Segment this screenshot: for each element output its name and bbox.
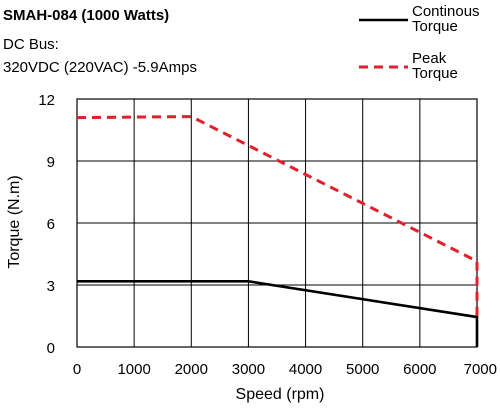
- series-line-peak-torque: [76, 115, 479, 318]
- chart-header-dc-bus: DC Bus:: [3, 36, 59, 53]
- chart-series: [76, 115, 479, 347]
- x-tick-label-3000: 3000: [232, 361, 265, 378]
- x-axis-label: Speed (rpm): [236, 386, 325, 403]
- x-tick-label-1000: 1000: [117, 361, 150, 378]
- legend-label-continous-torque-1: Torque: [412, 18, 458, 35]
- axis-ticks: 0 1000 2000 3000 4000 5000 6000 7000 0 3 6 9 12: [38, 92, 497, 378]
- x-tick-label-4000: 4000: [289, 361, 322, 378]
- y-tick-label-3: 3: [47, 278, 55, 295]
- y-axis-label: Torque (N.m): [6, 175, 23, 268]
- x-tick-label-7000: 7000: [464, 361, 497, 378]
- chart-grid: [76, 98, 478, 348]
- x-tick-label-0: 0: [73, 361, 81, 378]
- y-tick-label-6: 6: [47, 216, 55, 233]
- y-tick-label-12: 12: [38, 92, 55, 109]
- series-line-continous-torque: [77, 279, 479, 347]
- x-tick-label-2000: 2000: [175, 361, 208, 378]
- x-tick-label-6000: 6000: [403, 361, 436, 378]
- y-tick-label-9: 9: [47, 154, 55, 171]
- legend-label-continous-torque-0: Continous: [412, 3, 480, 20]
- plot-frame: [76, 98, 478, 348]
- y-tick-label-0: 0: [47, 340, 55, 357]
- x-tick-label-5000: 5000: [346, 361, 379, 378]
- legend-label-peak-torque-1: Torque: [412, 65, 458, 82]
- legend-label-peak-torque-0: Peak: [412, 50, 447, 67]
- chart-header-title: SMAH-084 (1000 Watts): [3, 7, 169, 24]
- chart-header-supply: 320VDC (220VAC) -5.9Amps: [3, 59, 197, 76]
